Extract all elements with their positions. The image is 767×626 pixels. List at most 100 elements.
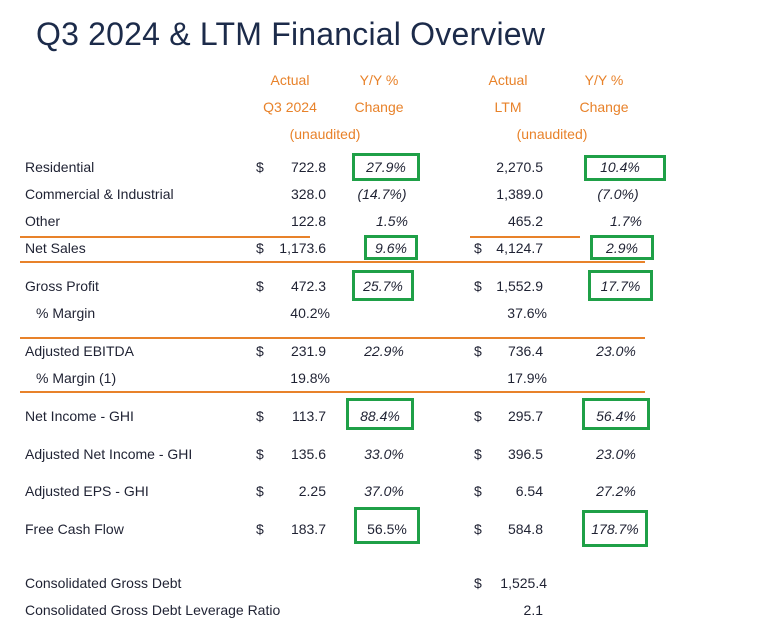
ltm-dollar-net-sales: $ [474, 240, 482, 256]
q3-dollar-adjusted-net-income: $ [256, 446, 264, 462]
row-label-gross-margin: % Margin [36, 305, 96, 321]
q3-yy-commercial: (14.7%) [357, 186, 407, 202]
q3-value-other: 122.8 [290, 213, 326, 229]
q3-yy-net-income: 88.4% [360, 408, 400, 424]
header-ltm-actual-2: LTM [494, 99, 522, 115]
row-label-net-sales: Net Sales [25, 240, 86, 256]
q3-yy-other: 1.5% [376, 213, 408, 229]
ltm-yy-residential: 10.4% [600, 159, 640, 175]
q3-yy-adjusted-ebitda: 22.9% [364, 343, 404, 359]
q3-value-adjusted-net-income: 135.6 [290, 446, 326, 462]
q3-value-gross-profit: 472.3 [290, 278, 326, 294]
ltm-value-adjusted-net-income: 396.5 [507, 446, 543, 462]
ltm-yy-adjusted-eps: 27.2% [596, 483, 636, 499]
row-label-free-cash-flow: Free Cash Flow [25, 521, 124, 537]
row-label-adjusted-eps: Adjusted EPS - GHI [25, 483, 149, 499]
highlight-residential-ltm [584, 155, 666, 181]
ltm-value-residential: 2,270.5 [496, 159, 543, 175]
header-q3-actual-3: (unaudited) [289, 126, 361, 142]
highlight-fcf-ltm [582, 510, 648, 547]
highlight-netsales-ltm [590, 235, 654, 260]
ltm-dollar-free-cash-flow: $ [474, 521, 482, 537]
row-label-adjusted-ebitda: Adjusted EBITDA [25, 343, 134, 359]
ltm-value-adjusted-eps: 6.54 [515, 483, 543, 499]
ltm-dollar-consolidated-gross-debt: $ [474, 575, 482, 591]
rule-ebitda-bottom [20, 391, 645, 393]
row-label-commercial: Commercial & Industrial [25, 186, 174, 202]
ltm-yy-net-sales: 2.9% [606, 240, 638, 256]
rule-net-sales-top [20, 236, 310, 238]
ltm-dollar-adjusted-ebitda: $ [474, 343, 482, 359]
highlight-netincome-q3 [346, 398, 414, 430]
ltm-yy-net-income: 56.4% [596, 408, 636, 424]
q3-value-free-cash-flow: 183.7 [290, 521, 326, 537]
highlight-grossprofit-ltm [588, 270, 653, 301]
q3-value-adjusted-ebitda: 231.9 [290, 343, 326, 359]
highlight-fcf-q3 [354, 507, 420, 544]
ltm-dollar-adjusted-eps: $ [474, 483, 482, 499]
header-ltm-actual-1: Actual [488, 72, 528, 88]
row-label-gross-profit: Gross Profit [25, 278, 99, 294]
rule-net-sales-bottom [20, 261, 645, 263]
q3-value-adjusted-eps: 2.25 [298, 483, 326, 499]
q3-dollar-adjusted-ebitda: $ [256, 343, 264, 359]
ltm-value-consolidated-gross-debt: 1,525.4 [500, 575, 547, 591]
ltm-yy-gross-profit: 17.7% [600, 278, 641, 294]
ltm-yy-free-cash-flow: 178.7% [591, 521, 639, 537]
page-title: Q3 2024 & LTM Financial Overview [36, 16, 546, 52]
row-label-other: Other [25, 213, 61, 229]
q3-value-commercial: 328.0 [290, 186, 326, 202]
q3-dollar-net-sales: $ [256, 240, 264, 256]
ltm-value-adjusted-ebitda: 736.4 [507, 343, 543, 359]
q3-yy-residential: 27.9% [366, 159, 406, 175]
rule-ebitda-top [20, 337, 645, 339]
header-ltm-yy-1: Y/Y % [584, 72, 624, 88]
ltm-value-leverage-ratio: 2.1 [523, 602, 543, 618]
header-q3-actual-1: Actual [270, 72, 310, 88]
header-ltm-yy-2: Change [579, 99, 629, 115]
rule-net-sales-top-ltm [470, 236, 580, 238]
q3-yy-gross-profit: 25.7% [363, 278, 403, 294]
ltm-value-other: 465.2 [507, 213, 543, 229]
ltm-value-free-cash-flow: 584.8 [507, 521, 543, 537]
ltm-value-commercial: 1,389.0 [496, 186, 543, 202]
ltm-value-net-sales: 4,124.7 [496, 240, 543, 256]
row-label-net-income: Net Income - GHI [25, 408, 134, 424]
row-label-leverage-ratio: Consolidated Gross Debt Leverage Ratio [25, 602, 281, 618]
q3-value-net-sales: 1,173.6 [279, 240, 326, 256]
q3-dollar-adjusted-eps: $ [256, 483, 264, 499]
ltm-dollar-gross-profit: $ [474, 278, 482, 294]
header-q3-actual-2: Q3 2024 [263, 99, 317, 115]
ltm-yy-adjusted-net-income: 23.0% [596, 446, 636, 462]
ltm-value-ebitda-margin: 17.9% [507, 370, 547, 386]
q3-value-net-income: 113.7 [292, 408, 326, 424]
ltm-value-net-income: 295.7 [507, 408, 543, 424]
q3-value-residential: 722.8 [290, 159, 326, 175]
ltm-value-gross-margin: 37.6% [507, 305, 547, 321]
q3-yy-net-sales: 9.6% [375, 240, 407, 256]
q3-value-ebitda-margin: 19.8% [290, 370, 330, 386]
q3-yy-free-cash-flow: 56.5% [367, 521, 407, 537]
ltm-dollar-adjusted-net-income: $ [474, 446, 482, 462]
header-ltm-actual-3: (unaudited) [516, 126, 588, 142]
ltm-yy-commercial: (7.0%) [597, 186, 639, 202]
q3-yy-adjusted-net-income: 33.0% [364, 446, 404, 462]
ltm-yy-other: 1.7% [610, 213, 642, 229]
q3-dollar-net-income: $ [256, 408, 264, 424]
highlight-netsales-q3 [364, 235, 418, 260]
q3-dollar-residential: $ [256, 159, 264, 175]
row-label-adjusted-net-income: Adjusted Net Income - GHI [25, 446, 193, 462]
row-label-ebitda-margin: % Margin (1) [36, 370, 117, 386]
header-q3-yy-2: Change [354, 99, 404, 115]
row-label-consolidated-gross-debt: Consolidated Gross Debt [25, 575, 182, 591]
q3-yy-adjusted-eps: 37.0% [364, 483, 404, 499]
q3-dollar-gross-profit: $ [256, 278, 264, 294]
q3-value-gross-margin: 40.2% [290, 305, 330, 321]
header-q3-yy-1: Y/Y % [359, 72, 399, 88]
ltm-value-gross-profit: 1,552.9 [496, 278, 543, 294]
row-label-residential: Residential [25, 159, 95, 175]
ltm-dollar-net-income: $ [474, 408, 482, 424]
highlight-netincome-ltm [582, 398, 650, 430]
ltm-yy-adjusted-ebitda: 23.0% [596, 343, 636, 359]
q3-dollar-free-cash-flow: $ [256, 521, 264, 537]
